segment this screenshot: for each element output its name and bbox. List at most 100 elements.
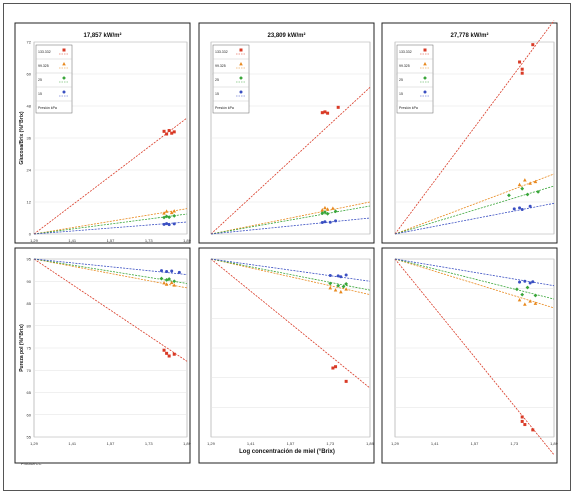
data-point — [518, 60, 522, 64]
data-point — [344, 287, 348, 291]
legend-entry: 15 — [399, 92, 403, 96]
legend-marker — [423, 62, 427, 66]
data-point — [165, 132, 169, 136]
trendline-15 — [394, 258, 555, 287]
x-tick-label: 1,57 — [471, 441, 480, 446]
data-point — [517, 182, 522, 187]
x-axis-label: Log concentración de miel (°Brix) — [239, 449, 335, 455]
legend-entry: 133.332 — [38, 50, 51, 54]
trendline-133.332 — [210, 87, 371, 235]
data-point — [523, 302, 527, 306]
chart-panel-5 — [198, 247, 375, 464]
data-point — [162, 348, 166, 352]
x-tick-label: 1,29 — [30, 238, 39, 243]
trendline-133.332 — [33, 117, 188, 235]
x-tick-label: 1,89 — [183, 441, 192, 446]
trendline-133.332 — [394, 258, 555, 456]
data-point — [162, 222, 166, 226]
data-point — [515, 287, 519, 292]
x-tick-label: 1,41 — [68, 238, 77, 243]
legend-box — [212, 44, 250, 114]
trendline-15 — [210, 258, 371, 282]
data-point — [164, 282, 169, 286]
trendline-133.332 — [33, 258, 188, 362]
data-point — [525, 192, 530, 197]
trendline-99.325 — [394, 258, 555, 309]
trendline-99.325 — [33, 208, 188, 235]
data-point — [320, 221, 324, 225]
x-tick-label: 1,41 — [247, 441, 256, 446]
legend-entry: 25 — [215, 78, 219, 82]
data-point — [172, 213, 177, 218]
data-point — [328, 273, 332, 277]
data-point — [328, 281, 333, 286]
legend-box — [35, 44, 73, 114]
data-point — [520, 207, 524, 211]
y-tick-label: 36 — [27, 136, 32, 141]
trendline-99.325 — [210, 201, 371, 235]
trendline-99.325 — [210, 258, 371, 295]
y-tick-label: 12 — [27, 200, 32, 205]
trendline-99.325 — [33, 258, 188, 289]
data-point — [531, 43, 535, 47]
data-point — [165, 351, 169, 355]
x-tick-label: 1,41 — [431, 441, 440, 446]
legend-entry: 99.325 — [399, 64, 410, 68]
legend-marker — [239, 76, 243, 80]
data-point — [162, 211, 166, 215]
data-point — [326, 111, 330, 115]
data-point — [325, 207, 330, 211]
legend-title: Presión kPa — [38, 106, 57, 110]
data-point — [344, 273, 348, 277]
data-point — [520, 67, 524, 71]
x-tick-label: 1,73 — [326, 441, 335, 446]
y-tick-label: 60 — [27, 412, 32, 417]
data-point — [172, 130, 176, 134]
y-tick-label: 65 — [27, 390, 32, 395]
legend-entry: 25 — [399, 78, 403, 82]
x-tick-label: 1,89 — [550, 441, 559, 446]
y-tick-label: 60 — [27, 72, 32, 77]
data-point — [165, 269, 169, 273]
trendline-25 — [33, 213, 188, 235]
legend-entry: 15 — [215, 92, 219, 96]
x-tick-label: 1,29 — [30, 441, 39, 446]
chart-title: 27,778 kW/m² — [450, 32, 488, 39]
data-point — [531, 280, 535, 284]
x-tick-label: 1,73 — [510, 441, 519, 446]
x-tick-label: 1,29 — [391, 441, 400, 446]
data-point — [328, 285, 333, 290]
data-point — [323, 210, 327, 215]
data-point — [528, 204, 532, 208]
data-point — [518, 206, 522, 210]
data-point — [164, 209, 169, 213]
data-point — [164, 214, 169, 219]
legend-marker — [62, 62, 66, 66]
legend-marker — [423, 76, 427, 80]
data-point — [517, 297, 522, 302]
data-point — [172, 352, 176, 356]
legend-marker — [239, 90, 243, 94]
y-tick-label: 70 — [27, 368, 32, 373]
data-point — [160, 269, 163, 273]
y-tick-label: 85 — [27, 301, 32, 306]
data-point — [162, 281, 166, 285]
footnote: Procida CC — [21, 461, 42, 466]
x-tick-label: 1,89 — [183, 238, 192, 243]
data-point — [167, 215, 172, 220]
trendline-15 — [210, 217, 371, 235]
data-point — [333, 209, 338, 214]
data-point — [520, 415, 524, 419]
data-point — [336, 105, 340, 109]
data-point — [165, 222, 169, 226]
data-point — [336, 283, 341, 288]
legend-title: Presión kPa — [399, 106, 418, 110]
x-tick-label: 1,41 — [68, 441, 77, 446]
data-point — [162, 129, 166, 133]
y-tick-label: 75 — [27, 346, 32, 351]
data-point — [528, 281, 532, 285]
figure-frame: 17,857 kW/m² 0 12 24 36 48 60 72 1,29 1,41 1,57 1,7… — [3, 3, 571, 491]
y-tick-label: 80 — [27, 323, 32, 328]
legend-entry: 133.332 — [399, 50, 412, 54]
x-tick-label: 1,73 — [145, 441, 154, 446]
